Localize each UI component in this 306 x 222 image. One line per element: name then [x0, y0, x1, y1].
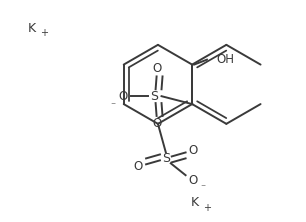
- Text: K: K: [28, 22, 35, 35]
- Text: O: O: [189, 144, 198, 157]
- Text: S: S: [162, 152, 170, 165]
- Text: S: S: [151, 90, 159, 103]
- Text: O: O: [118, 90, 128, 103]
- Text: O: O: [152, 62, 161, 75]
- Text: O: O: [189, 174, 198, 187]
- Text: O: O: [152, 117, 161, 130]
- Text: +: +: [40, 28, 48, 38]
- Text: ⁻: ⁻: [110, 101, 116, 111]
- Text: K: K: [190, 196, 199, 209]
- Text: +: +: [203, 203, 211, 213]
- Text: OH: OH: [217, 53, 235, 66]
- Text: ⁻: ⁻: [201, 183, 206, 193]
- Text: O: O: [133, 160, 143, 173]
